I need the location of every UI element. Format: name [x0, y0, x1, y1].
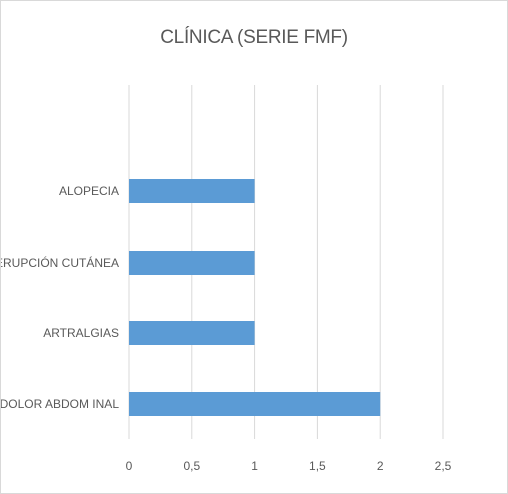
- category-label: ERUPCIÓN CUTÁNEA: [1, 255, 119, 270]
- category-label: ALOPECIA: [59, 184, 119, 198]
- bar: [129, 251, 255, 275]
- bar: [129, 392, 381, 416]
- category-label: ARTRALGIAS: [43, 326, 119, 340]
- bar: [129, 321, 255, 345]
- x-tick-label: 2: [377, 459, 384, 473]
- bar: [129, 179, 255, 203]
- x-tick-label: 1,5: [309, 459, 326, 473]
- x-tick-label: 1: [251, 459, 258, 473]
- x-tick-label: 0,5: [183, 459, 200, 473]
- category-label: DOLOR ABDOM INAL: [1, 397, 119, 411]
- x-tick-label: 0: [126, 459, 133, 473]
- chart-title: CLÍNICA (SERIE FMF): [160, 27, 348, 48]
- x-tick-label: 2,5: [435, 459, 452, 473]
